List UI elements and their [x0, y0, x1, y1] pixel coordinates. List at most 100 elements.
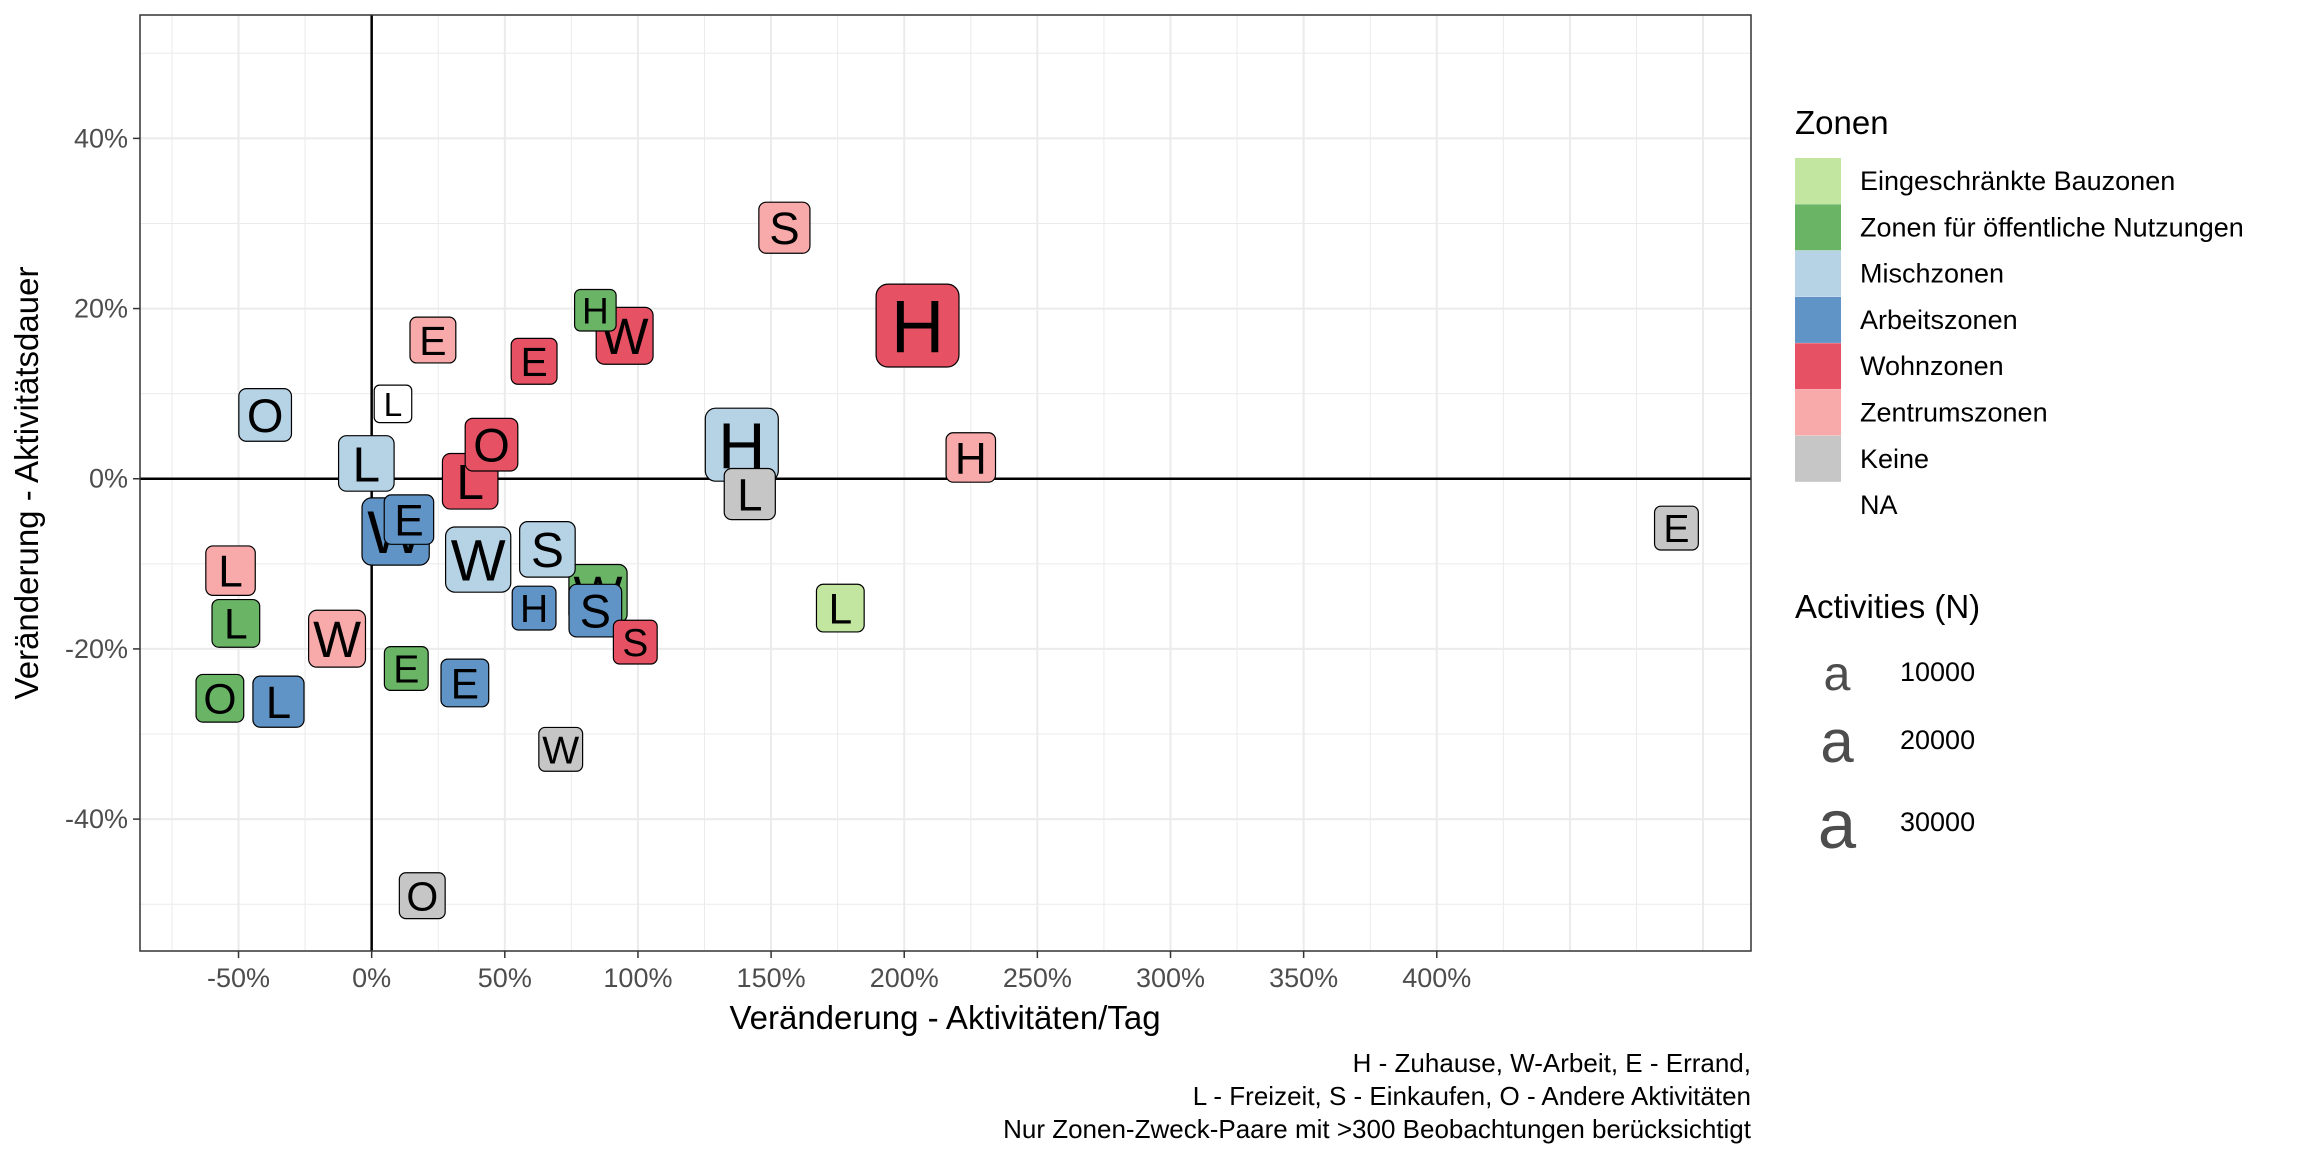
legend-fill-label: NA: [1860, 490, 1898, 520]
data-point: H: [875, 283, 960, 368]
legend-size-items: a 10000 a 20000 a 30000: [1818, 647, 1975, 863]
x-tick-label: 150%: [737, 963, 806, 993]
data-point: E: [383, 494, 435, 545]
data-point-label: E: [1663, 508, 1689, 551]
data-point: E: [1653, 505, 1699, 551]
legend-swatch: [1795, 389, 1841, 436]
data-point-label: L: [828, 585, 852, 633]
data-point: E: [440, 658, 490, 708]
legend-swatch: [1795, 204, 1841, 251]
data-point: E: [409, 316, 457, 364]
legend-swatch: [1795, 158, 1841, 204]
data-point: O: [398, 872, 446, 920]
data-point-label: E: [419, 318, 446, 364]
data-point-box: [398, 872, 446, 920]
legend-size-glyph: a: [1820, 708, 1854, 775]
data-point-label: S: [622, 622, 648, 665]
x-tick-label: 400%: [1402, 963, 1471, 993]
y-tick-label: -20%: [65, 634, 128, 664]
data-point-box: [195, 673, 245, 723]
data-point-box: [945, 432, 997, 483]
data-point: S: [612, 619, 658, 665]
legend-fill-label: Eingeschränkte Bauzonen: [1860, 166, 2175, 196]
data-point-label: E: [520, 339, 547, 385]
data-point: L: [723, 467, 776, 521]
data-point: S: [519, 521, 576, 578]
data-point-label: H: [582, 290, 609, 332]
legend-swatch: [1795, 296, 1841, 343]
data-point-label: S: [769, 203, 799, 254]
data-point-box: [815, 583, 865, 633]
data-point-box: [337, 435, 395, 492]
data-point-box: [510, 337, 558, 385]
data-point-box: [723, 467, 776, 521]
data-point: S: [568, 583, 623, 638]
x-tick-label: 200%: [870, 963, 939, 993]
data-point: L: [337, 435, 395, 492]
caption-line-3: Nur Zonen-Zweck-Paare mit >300 Beobachtu…: [1003, 1114, 1752, 1144]
data-point-box: [252, 675, 305, 728]
data-point: L: [815, 583, 865, 633]
y-tick-label: 20%: [74, 294, 128, 324]
data-point-label: L: [224, 601, 248, 649]
legend: Zonen Eingeschränkte Bauzonen Zonen für ö…: [1795, 104, 2244, 863]
data-point-box: [383, 494, 435, 545]
plot-panel: HHWWWWWLLSOOSSLLHELLLEOEEOEHSEWHL: [139, 14, 1752, 952]
data-point-label: L: [218, 548, 243, 597]
data-point-box: [1653, 505, 1699, 551]
data-point-box: [444, 526, 512, 593]
data-point: O: [464, 417, 519, 472]
legend-fill-label: Arbeitszonen: [1860, 305, 2018, 335]
data-point: L: [211, 598, 261, 649]
data-point-label: E: [394, 496, 423, 545]
legend-size-label: 10000: [1900, 657, 1975, 687]
y-tick-label: 0%: [89, 464, 128, 494]
legend-fill-title: Zonen: [1795, 104, 1889, 141]
data-point: O: [238, 388, 293, 442]
data-point-label: H: [891, 285, 944, 368]
data-point-label: W: [542, 729, 579, 772]
data-point-box: [758, 201, 811, 254]
legend-fill-label: Zonen für öffentliche Nutzungen: [1860, 212, 2244, 242]
x-tick-label: 300%: [1136, 963, 1205, 993]
data-point-label: L: [737, 469, 762, 520]
data-point-box: [205, 545, 256, 596]
data-point-box: [409, 316, 457, 364]
x-axis-ticks: -50% 0% 50% 100% 150% 200% 250% 300% 350% 400%: [207, 951, 1471, 993]
legend-size-glyph: a: [1818, 786, 1857, 863]
data-point-label: O: [247, 389, 284, 442]
x-tick-label: 0%: [352, 963, 391, 993]
data-point: H: [511, 585, 557, 631]
data-point: W: [538, 726, 584, 772]
data-point-label: W: [451, 529, 506, 594]
data-point-label: H: [955, 434, 987, 483]
plot-background: [140, 15, 1751, 951]
data-point-label: S: [531, 522, 564, 578]
legend-swatch: [1795, 435, 1841, 482]
legend-fill-label: Keine: [1860, 444, 1929, 474]
x-axis-title: Veränderung - Aktivitäten/Tag: [729, 999, 1160, 1036]
data-point-box: [308, 609, 367, 668]
caption-line-2: L - Freizeit, S - Einkaufen, O - Andere …: [1193, 1081, 1751, 1111]
legend-size-label: 20000: [1900, 725, 1975, 755]
data-point-label: S: [580, 585, 611, 638]
x-tick-label: 250%: [1003, 963, 1072, 993]
data-point-box: [211, 598, 261, 648]
x-tick-label: 50%: [478, 963, 532, 993]
y-tick-label: -40%: [65, 804, 128, 834]
legend-size-glyph: a: [1824, 647, 1851, 701]
data-point-label: O: [203, 676, 236, 724]
legend-fill-label: Wohnzonen: [1860, 351, 2004, 381]
data-point: L: [252, 675, 305, 728]
caption-line-1: H - Zuhause, W-Arbeit, E - Errand,: [1353, 1048, 1751, 1078]
data-point: H: [945, 432, 997, 483]
x-tick-label: 100%: [603, 963, 672, 993]
grid-lines: [140, 15, 1751, 951]
data-point: L: [205, 545, 256, 597]
legend-fill-items: Eingeschränkte Bauzonen Zonen für öffentl…: [1795, 158, 2244, 529]
data-point-label: O: [473, 419, 510, 472]
data-point-box: [612, 619, 658, 665]
data-point-box: [238, 388, 293, 442]
data-point-box: [464, 417, 519, 472]
data-point-box: [373, 384, 413, 424]
